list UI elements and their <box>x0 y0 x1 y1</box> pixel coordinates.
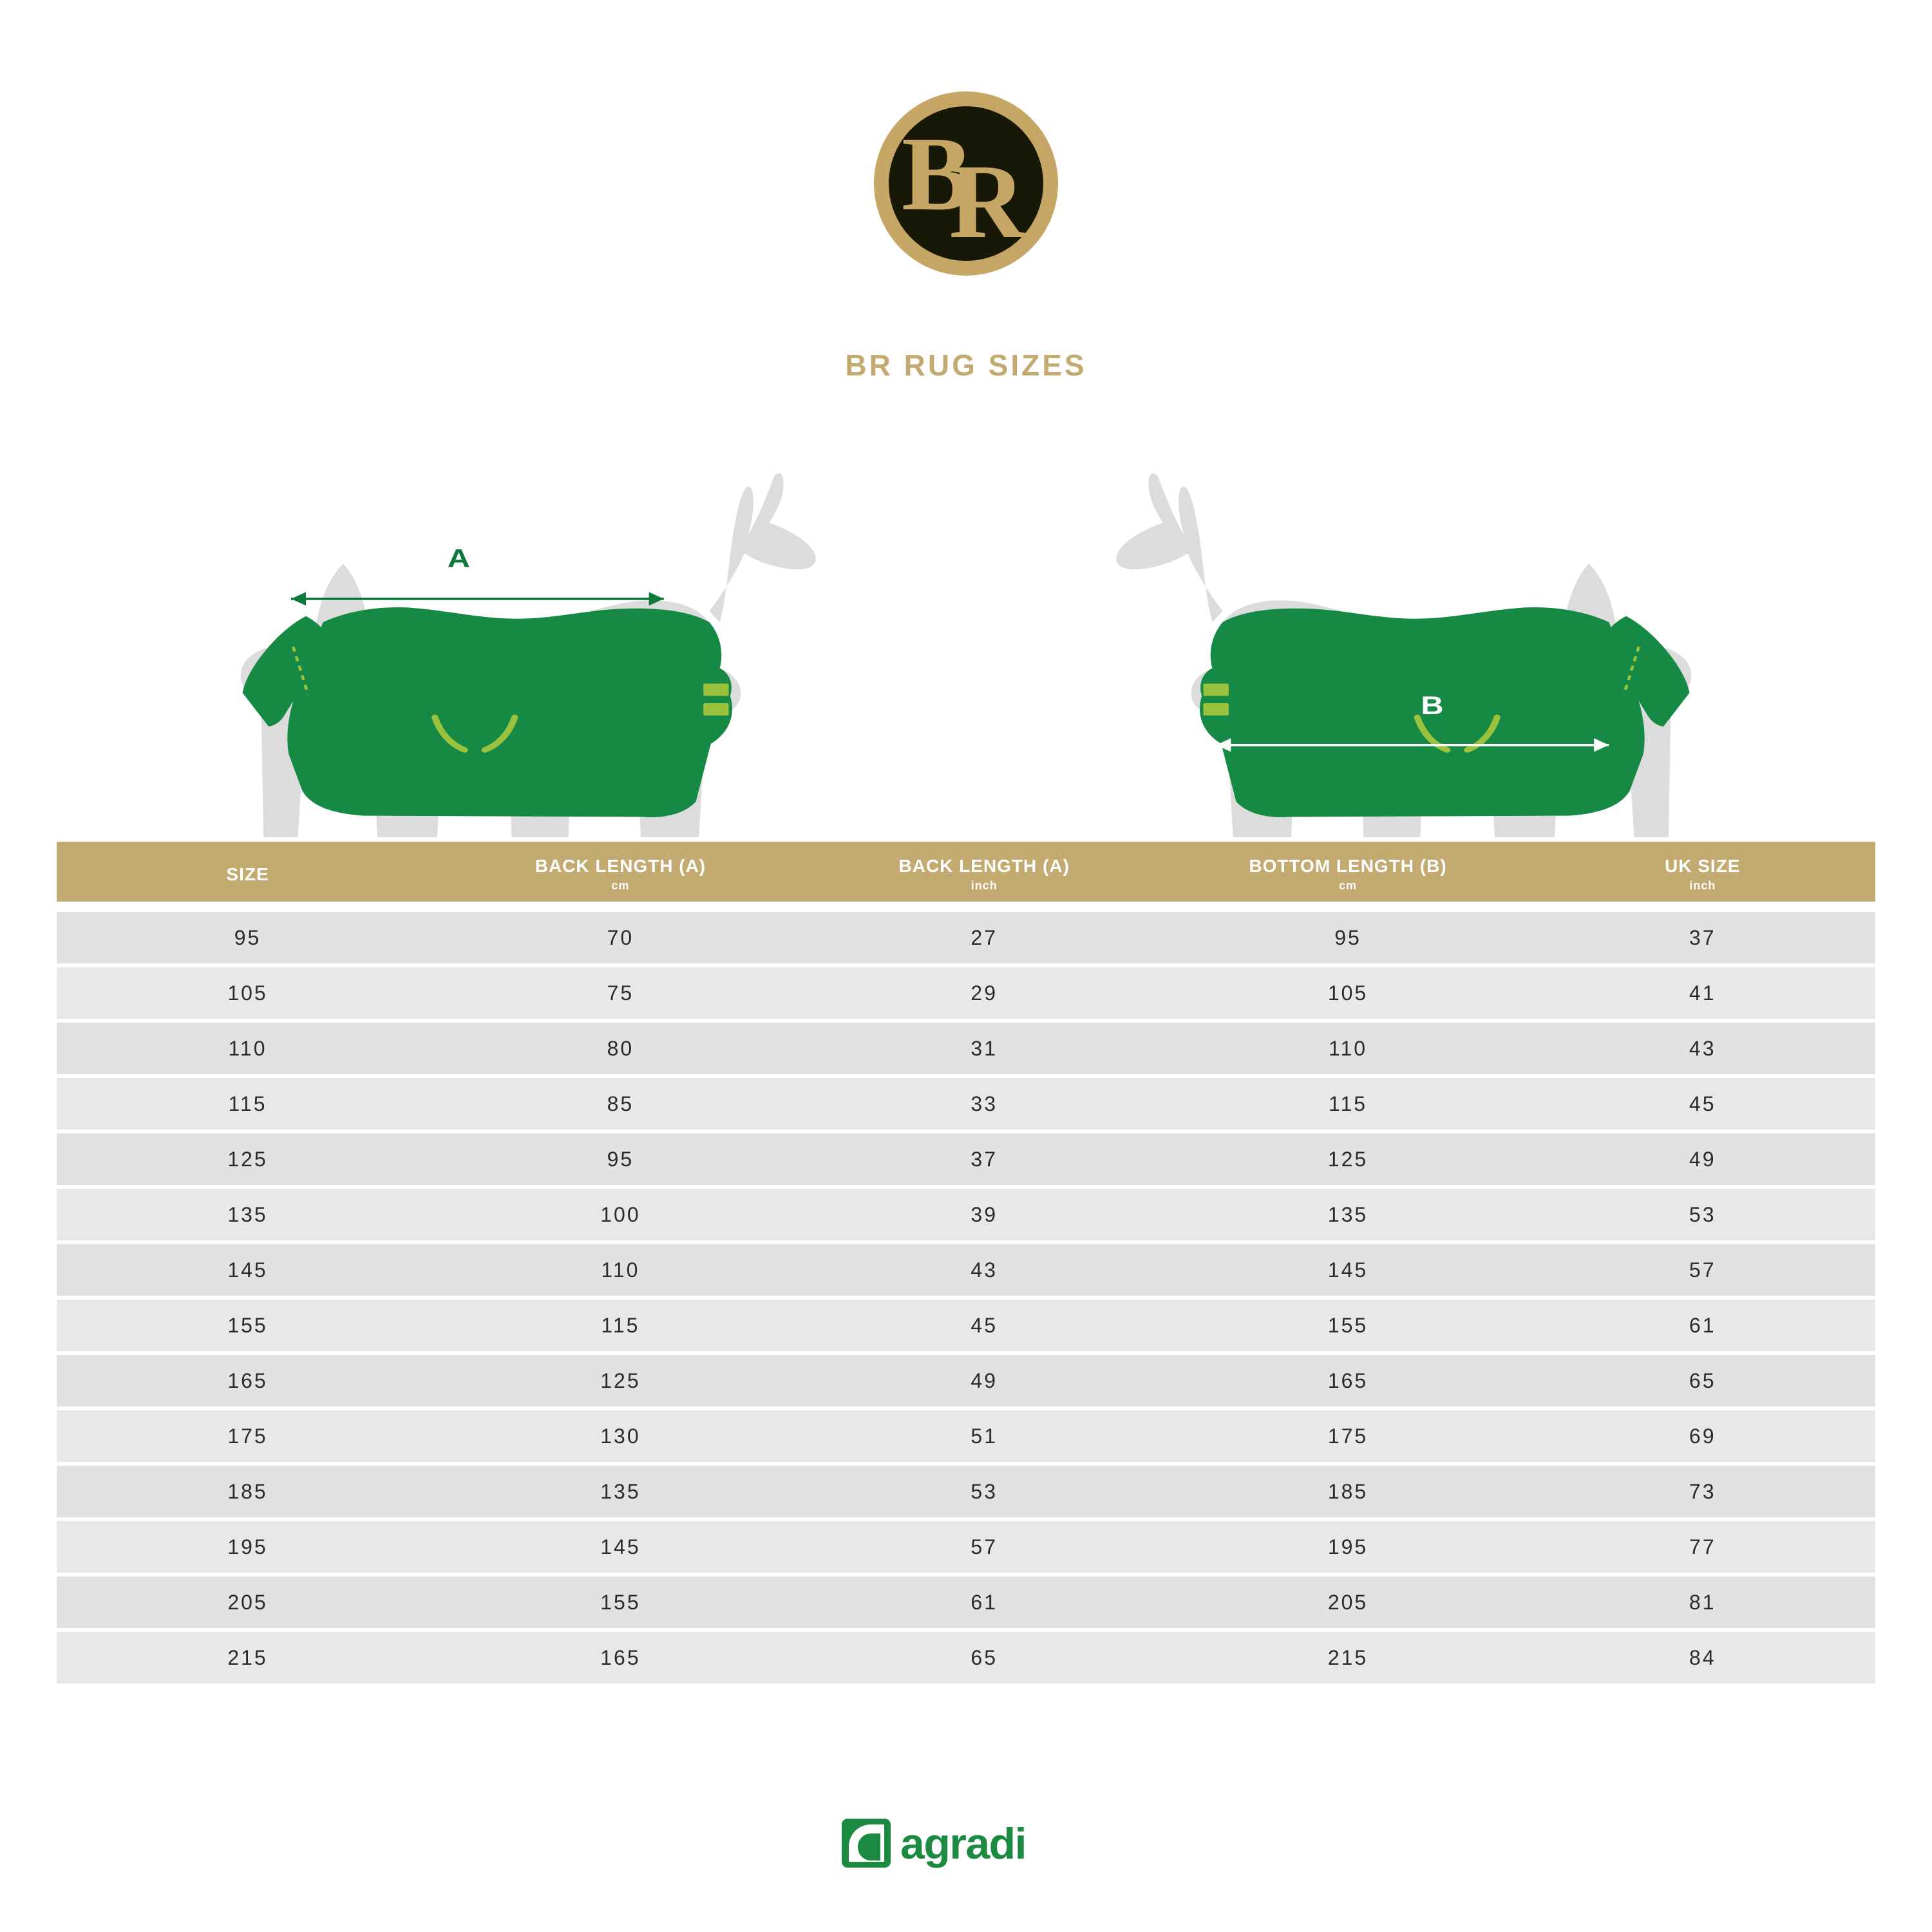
svg-text:A: A <box>448 544 470 573</box>
svg-text:B: B <box>1421 692 1443 720</box>
svg-text:agradi: agradi <box>900 1819 1026 1868</box>
svg-text:R: R <box>949 142 1027 260</box>
